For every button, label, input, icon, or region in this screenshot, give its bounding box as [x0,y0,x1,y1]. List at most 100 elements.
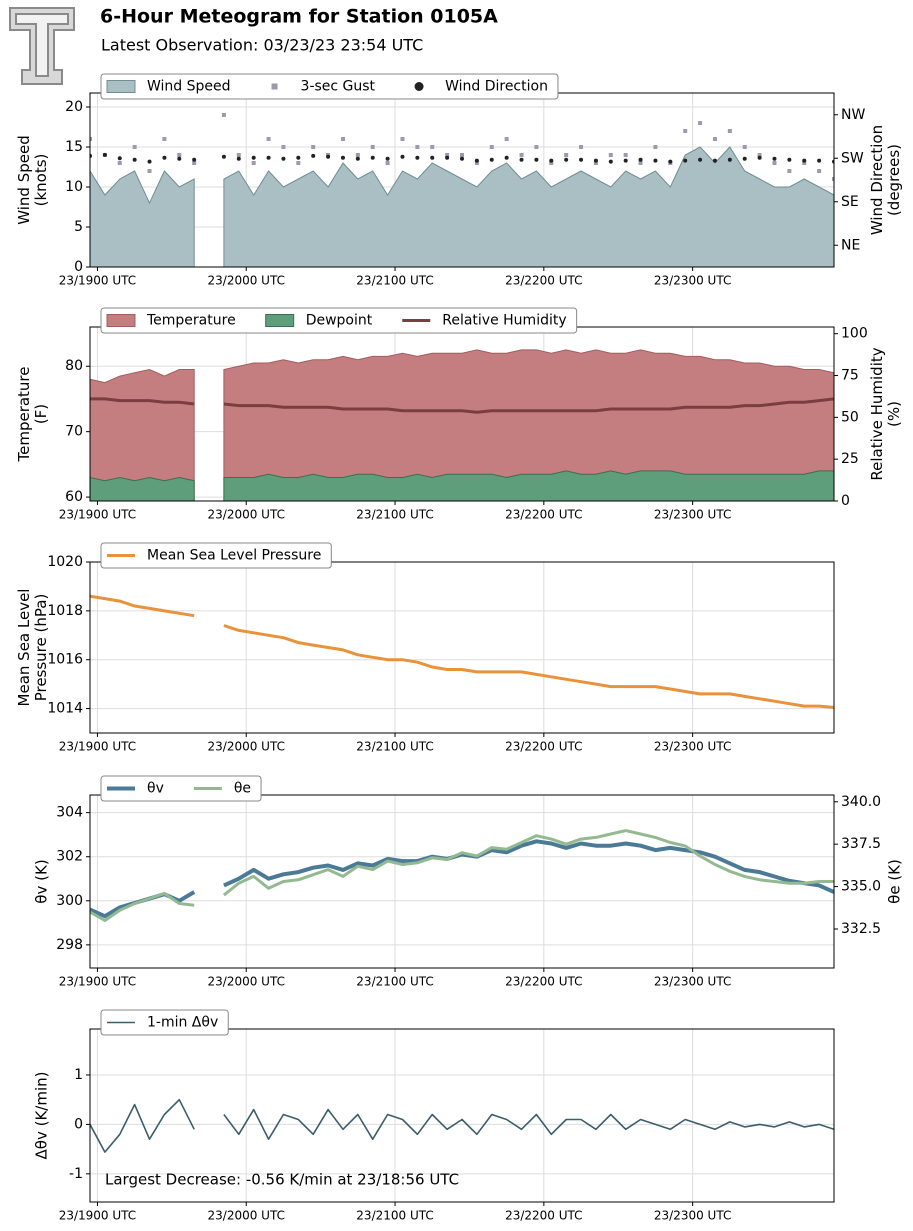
direction-marker [787,157,792,162]
plot-area [90,113,834,267]
plot-area [90,594,834,709]
x-tick-label: 23/1900 UTC [59,975,136,989]
y-tick-label: -1 [69,1166,83,1182]
axis-label: θv (K) [33,859,51,903]
direction-marker [415,155,420,160]
legend-label: Mean Sea Level Pressure [147,548,321,564]
y-tick-label: 302 [56,849,83,865]
axis-label: Temperature [15,366,33,462]
direction-marker [221,154,226,159]
direction-marker [266,155,271,160]
direction-marker [296,155,301,160]
x-tick-label: 23/2200 UTC [505,740,582,754]
y-tick-label: 75 [841,368,859,384]
y-tick-label: 70 [65,424,83,440]
x-tick-label: 23/2200 UTC [505,274,582,288]
direction-marker [236,156,241,161]
area [223,146,834,267]
x-tick-label: 23/2100 UTC [356,508,433,522]
direction-marker [281,156,286,161]
direction-marker [340,155,345,160]
gust-marker [147,169,152,173]
direction-marker [519,157,524,162]
y-tick-label: NE [841,237,860,253]
legend-label: 3-sec Gust [301,79,376,95]
gust-marker [355,153,360,157]
gust-marker [698,121,703,125]
direction-marker [355,156,360,161]
x-tick-label: 23/2300 UTC [654,274,731,288]
gust-marker [370,145,375,149]
gust-marker [712,137,717,141]
gust-marker [415,145,420,149]
y-tick-label: 25 [841,451,859,467]
line [223,397,834,414]
direction-marker [177,156,182,161]
direction-marker [445,155,450,160]
gust-marker [817,169,822,173]
y-tick-label: SW [841,150,864,166]
direction-marker [608,159,613,164]
gust-marker [653,145,658,149]
direction-marker [251,155,256,160]
y-tick-label: 1014 [47,701,83,717]
legend-label: Wind Direction [445,79,548,95]
gust-marker [623,153,628,157]
legend-box [100,542,332,569]
gust-marker [683,129,688,133]
x-tick-label: 23/2000 UTC [208,274,285,288]
y-tick-label: 304 [56,805,83,821]
direction-marker [593,158,598,163]
direction-marker [460,156,464,161]
area [223,470,834,501]
axis-label: Pressure (hPa) [32,594,50,702]
gust-marker [132,145,137,149]
legend-label: Relative Humidity [442,313,566,329]
plot-area [90,349,834,501]
x-tick-label: 23/1900 UTC [59,1209,136,1223]
gust-marker [311,145,316,149]
y-tick-label: 100 [841,326,868,342]
line [223,839,834,894]
legend: Temperature Dewpoint Relative Humidity [100,307,578,334]
direction-marker [162,155,167,160]
direction-marker [534,157,539,162]
y-tick-label: NW [841,107,865,123]
direction-marker [102,152,107,157]
line [90,594,195,618]
gust-marker [564,153,569,157]
x-tick-label: 23/2100 UTC [356,1209,433,1223]
subtitle: Latest Observation: 03/23/23 23:54 UTC [101,36,423,55]
line [223,1108,834,1140]
x-tick-label: 23/2000 UTC [208,1209,285,1223]
legend-box [100,1009,229,1036]
x-tick-label: 23/2300 UTC [654,975,731,989]
legend: Wind Speed 3-sec Gust Wind Direction [100,73,559,100]
y-tick-label: 5 [74,219,83,235]
y-tick-label: 10 [65,179,83,195]
gust-marker [638,161,643,165]
direction-marker [192,157,197,162]
area [90,170,195,267]
annotation: Largest Decrease: -0.56 K/min at 23/18:5… [105,1171,459,1189]
gust-marker [192,161,197,165]
logo [9,7,75,85]
gust-marker [281,145,286,149]
gust-marker [832,177,834,181]
direction-marker [474,158,479,163]
direction-marker [668,159,673,164]
gust-marker [177,153,182,157]
direction-marker [683,158,688,163]
direction-marker [385,156,390,161]
y-tick-label: 1020 [47,554,83,570]
y-tick-label: 337.5 [841,836,881,852]
plot-frame [89,794,835,969]
gust-marker [296,161,301,165]
direction-marker [370,155,375,160]
x-tick-label: 23/1900 UTC [59,508,136,522]
gust-marker [802,161,807,165]
gust-marker [117,161,122,165]
gust-marker [489,145,494,149]
